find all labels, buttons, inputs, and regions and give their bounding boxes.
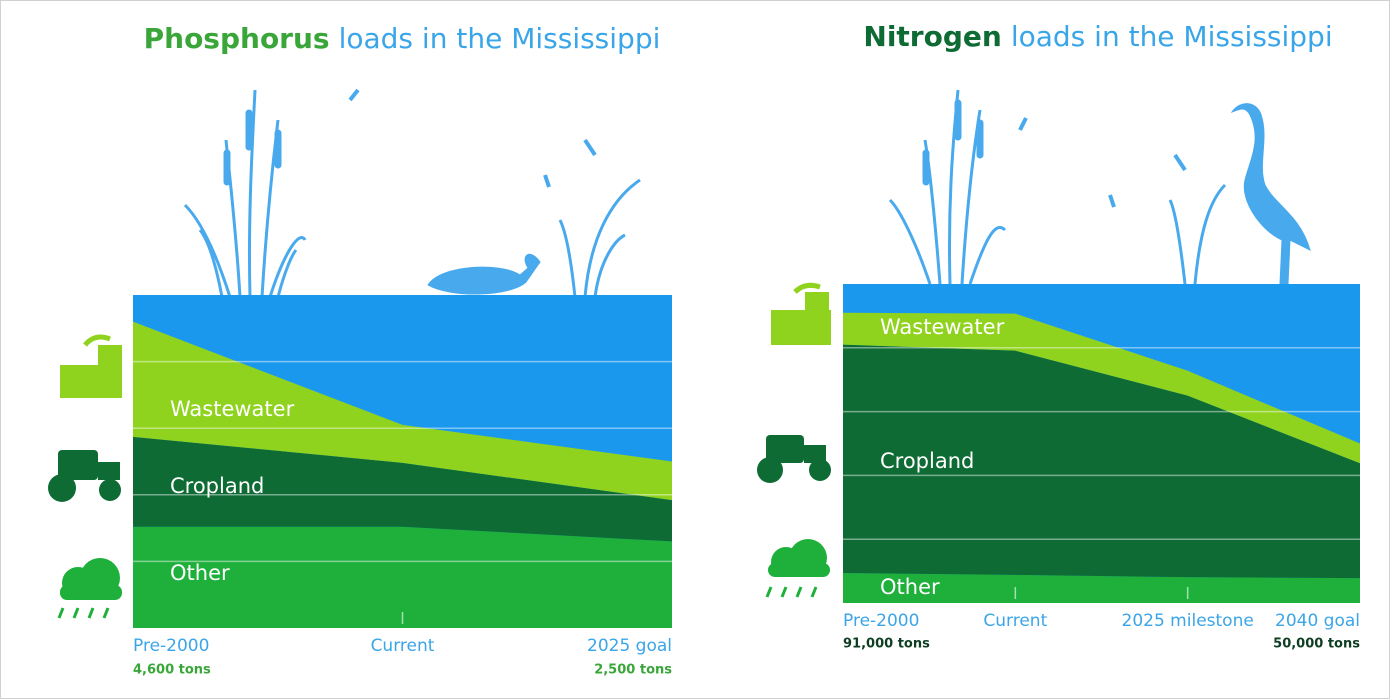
x-tick-label: Pre-2000 [133, 636, 209, 656]
series-label: Other [170, 561, 230, 585]
total-note: 4,600 tons [133, 663, 211, 678]
infographic: Other Cropland Wastewater Phosphorus loads i… [0, 0, 1390, 699]
x-tick-label: Current [371, 636, 435, 656]
title-text: loads in the Mississippi [339, 22, 661, 55]
series-label: Wastewater [880, 315, 1005, 339]
title-emphasis: Nitrogen [863, 20, 1001, 53]
chart-title: Nitrogen loads in the Mississippi [863, 20, 1332, 53]
series-label: Cropland [880, 449, 974, 473]
x-tick-label: 2025 goal [587, 636, 672, 656]
x-tick-label: 2040 goal [1275, 611, 1360, 631]
x-tick-label: 2025 milestone [1122, 611, 1254, 631]
title-emphasis: Phosphorus [144, 22, 330, 55]
x-tick-label: Current [983, 611, 1047, 631]
series-label: Wastewater [170, 397, 295, 421]
x-tick-label: Pre-2000 [843, 611, 919, 631]
series-label: Other [880, 575, 940, 599]
total-note: 2,500 tons [594, 663, 672, 678]
total-note: 91,000 tons [843, 637, 930, 652]
total-note: 50,000 tons [1273, 637, 1360, 652]
title-text: loads in the Mississippi [1011, 20, 1333, 53]
chart-title: Phosphorus loads in the Mississippi [144, 22, 661, 55]
page: Other Cropland Wastewater Phosphorus loads i… [0, 0, 1390, 699]
